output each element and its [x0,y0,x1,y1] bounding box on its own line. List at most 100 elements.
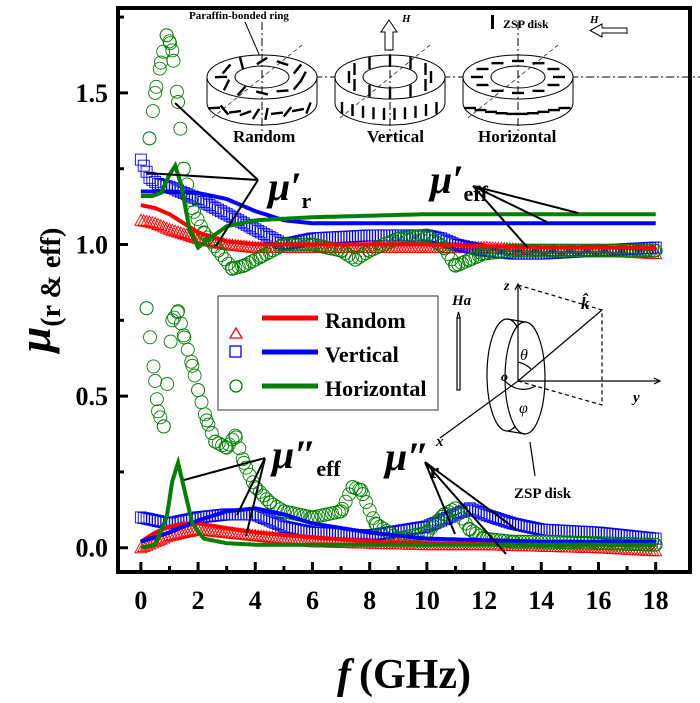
data-point [262,495,277,510]
data-point [462,521,477,536]
data-point [640,243,655,258]
data-point [171,526,185,540]
data-point [219,440,234,455]
data-point [194,395,209,410]
data-point [451,506,466,521]
x-tick-label: 16 [585,586,611,615]
data-point [455,511,470,526]
data-point [145,215,160,229]
data-point [334,504,349,519]
data-point [225,432,240,447]
data-point [550,243,565,258]
legend-marker-horizontal [229,379,243,393]
data-point [355,248,370,263]
data-point [204,426,219,441]
inset-coordinate-diagram [439,282,662,477]
ring-random [206,22,318,138]
data-point [171,304,186,319]
series-line [140,455,656,550]
theta-label: θ [520,347,528,364]
data-point [179,525,194,538]
data-point [588,243,603,258]
data-point [505,243,520,258]
data-point [447,257,462,272]
data-point [157,219,171,233]
data-point [187,368,202,383]
data-point [182,524,197,537]
data-point [177,226,191,240]
plot-frame [116,6,692,574]
phi-label: φ [519,400,528,417]
zsp-disk-mark [228,109,242,114]
data-point [157,531,171,544]
zsp-disk-legend: ZSP disk [503,17,549,31]
data-point [146,359,161,374]
field-arrow-up-icon [380,19,398,51]
data-point [338,246,353,261]
x-tick-label: 8 [363,586,376,615]
data-point [605,243,620,258]
data-point [171,225,185,238]
data-point [619,243,634,258]
data-point [174,226,188,239]
data-point [137,159,150,172]
data-point [165,223,180,236]
data-point [520,243,534,258]
data-point [335,501,350,516]
zsp-disk-mark [222,79,231,91]
ring-label-text: Paraffin-bonded ring [189,10,289,22]
x-tick-label: 14 [528,586,554,615]
data-point [148,85,163,100]
data-point [362,503,377,518]
data-point [537,243,552,258]
data-point [142,131,157,146]
annotation-mu-r-prime: μ′r [266,164,312,213]
data-point [165,43,180,58]
data-point [153,55,168,70]
data-point [591,243,606,258]
data-point [152,61,167,76]
data-point [462,252,477,267]
ring-caption-horizontal: Horizontal [478,127,557,146]
data-point [151,404,165,419]
x-tick-label: 12 [471,586,497,615]
data-point [526,243,541,258]
data-point [177,525,191,539]
data-point [159,28,174,43]
zsp-disk-mark [291,107,305,113]
data-point [163,334,178,349]
data-point [228,428,243,443]
data-point [208,434,223,449]
data-point [156,44,171,59]
zsp-disk-mark [239,110,252,117]
legend-marker-random [228,326,244,339]
axis-z-label: z [503,279,510,294]
data-point [530,243,545,258]
data-point [341,248,356,263]
data-point [344,250,359,265]
series-random-line [140,203,656,250]
data-point [168,527,182,540]
series-horizontal-line [140,455,656,550]
data-point [180,342,195,357]
series-line [140,189,656,226]
data-point [191,383,206,398]
x-tick-label: 18 [643,586,669,615]
data-point [419,228,434,243]
series-line [140,203,656,250]
data-point [465,524,480,539]
data-point [369,517,384,532]
data-point [338,494,353,509]
annotation-mu-r-dprime: μ″r [383,434,439,483]
field-label-horizontal: H [589,14,599,26]
zsp-disk-glyph [491,15,494,29]
data-point [184,354,199,369]
x-tick-label: 0 [134,586,147,615]
data-point [595,243,610,258]
annotation-leaders [145,102,579,555]
data-point [225,261,240,276]
zsp-disk-mark [207,106,221,110]
data-point [359,495,374,510]
y-tick-label: 0.0 [76,534,109,563]
data-point [540,243,555,258]
